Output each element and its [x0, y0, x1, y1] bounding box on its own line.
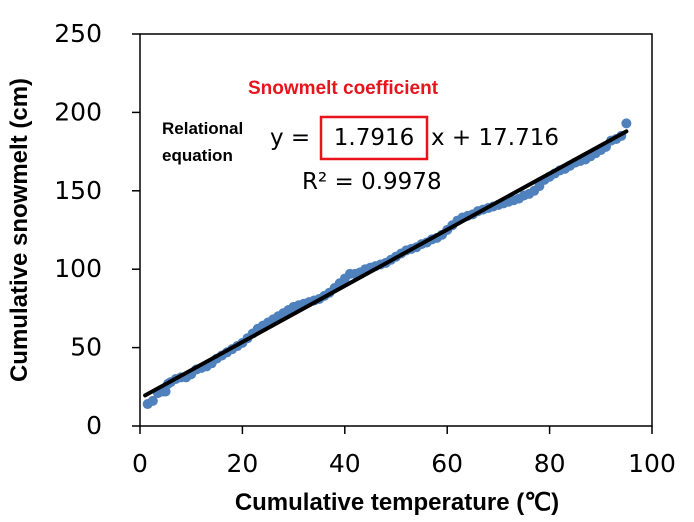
y-axis: 0 50 100 150 200 250: [54, 19, 140, 440]
y-tick-label: 50: [70, 333, 102, 362]
trendline: [143, 129, 629, 398]
x-tick-label: 40: [329, 449, 361, 478]
coefficient-highlight-box: [319, 115, 429, 161]
x-axis: 0 20 40 60 80 100: [132, 426, 676, 478]
relational-equation-label-line2: equation: [162, 146, 233, 165]
data-point: [160, 386, 171, 397]
y-tick-label: 200: [54, 97, 102, 126]
y-axis-title: Cumulative snowmelt (cm): [6, 78, 33, 382]
data-point: [621, 118, 632, 129]
y-tick-label: 100: [54, 254, 102, 283]
r-squared-value: R² = 0.9978: [302, 169, 442, 195]
y-tick-label: 0: [86, 411, 102, 440]
snowmelt-coefficient-label: Snowmelt coefficient: [248, 78, 439, 99]
plot-area-border: [139, 33, 653, 427]
relational-equation-label-line1: Relational: [162, 119, 243, 138]
equation-prefix: y =: [270, 125, 310, 151]
x-tick-label: 60: [431, 449, 463, 478]
y-tick-label: 150: [54, 176, 102, 205]
y-tick-label: 250: [54, 19, 102, 48]
equation-suffix: x + 17.716: [431, 125, 559, 151]
x-tick-label: 100: [628, 449, 676, 478]
x-tick-label: 0: [132, 449, 148, 478]
equation-coefficient: 1.7916: [334, 125, 414, 151]
x-tick-label: 20: [226, 449, 258, 478]
data-point: [147, 395, 158, 406]
x-tick-label: 80: [534, 449, 566, 478]
x-axis-title: Cumulative temperature (℃): [235, 489, 559, 516]
